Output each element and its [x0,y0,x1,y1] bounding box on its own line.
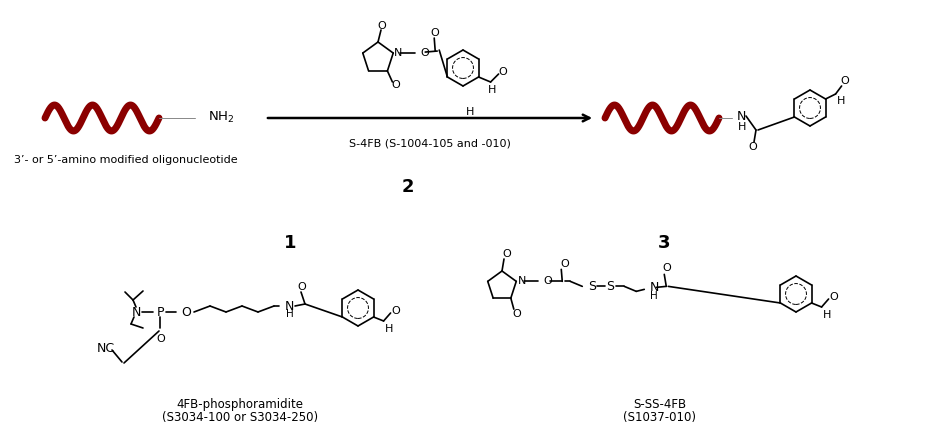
Text: O: O [420,48,429,58]
Text: H: H [822,310,831,320]
Text: O: O [498,67,507,77]
Text: S-SS-4FB: S-SS-4FB [633,398,686,411]
Text: O: O [840,76,849,86]
Text: O: O [297,282,307,292]
Text: H: H [836,96,845,106]
Text: H: H [384,324,393,334]
Text: (S3034-100 or S3034-250): (S3034-100 or S3034-250) [162,411,318,424]
Text: O: O [157,334,165,344]
Text: 2: 2 [402,178,414,196]
Text: S: S [588,280,597,293]
Text: 1: 1 [284,234,296,252]
Text: H: H [286,309,294,319]
Text: H: H [465,107,474,117]
Text: O: O [430,28,440,38]
Text: NH$_2$: NH$_2$ [208,109,234,125]
Text: H: H [650,291,658,302]
Text: O: O [378,21,386,31]
Text: N: N [649,281,659,294]
Text: 4FB-phosphoramidite: 4FB-phosphoramidite [177,398,304,411]
Text: H: H [738,122,747,132]
Text: O: O [513,309,521,319]
Text: O: O [749,142,757,152]
Text: O: O [662,264,670,274]
Text: O: O [181,305,191,319]
Text: O: O [829,292,838,302]
Text: N: N [395,48,402,58]
Text: (S1037-010): (S1037-010) [623,411,697,424]
Text: H: H [487,85,496,95]
Text: O: O [502,249,512,259]
Text: S-4FB (S-1004-105 and -010): S-4FB (S-1004-105 and -010) [349,138,511,148]
Text: N: N [737,110,747,122]
Text: O: O [560,260,568,269]
Text: S: S [606,280,615,293]
Text: N: N [518,276,527,286]
Text: N: N [131,305,141,319]
Text: 3: 3 [658,234,670,252]
Text: O: O [543,276,552,286]
Text: O: O [391,80,399,90]
Text: 3’- or 5’-amino modified oligonucleotide: 3’- or 5’-amino modified oligonucleotide [14,155,238,165]
Text: N: N [285,299,295,312]
Text: NC: NC [97,341,115,354]
Text: O: O [391,306,400,316]
Text: P: P [157,305,163,319]
